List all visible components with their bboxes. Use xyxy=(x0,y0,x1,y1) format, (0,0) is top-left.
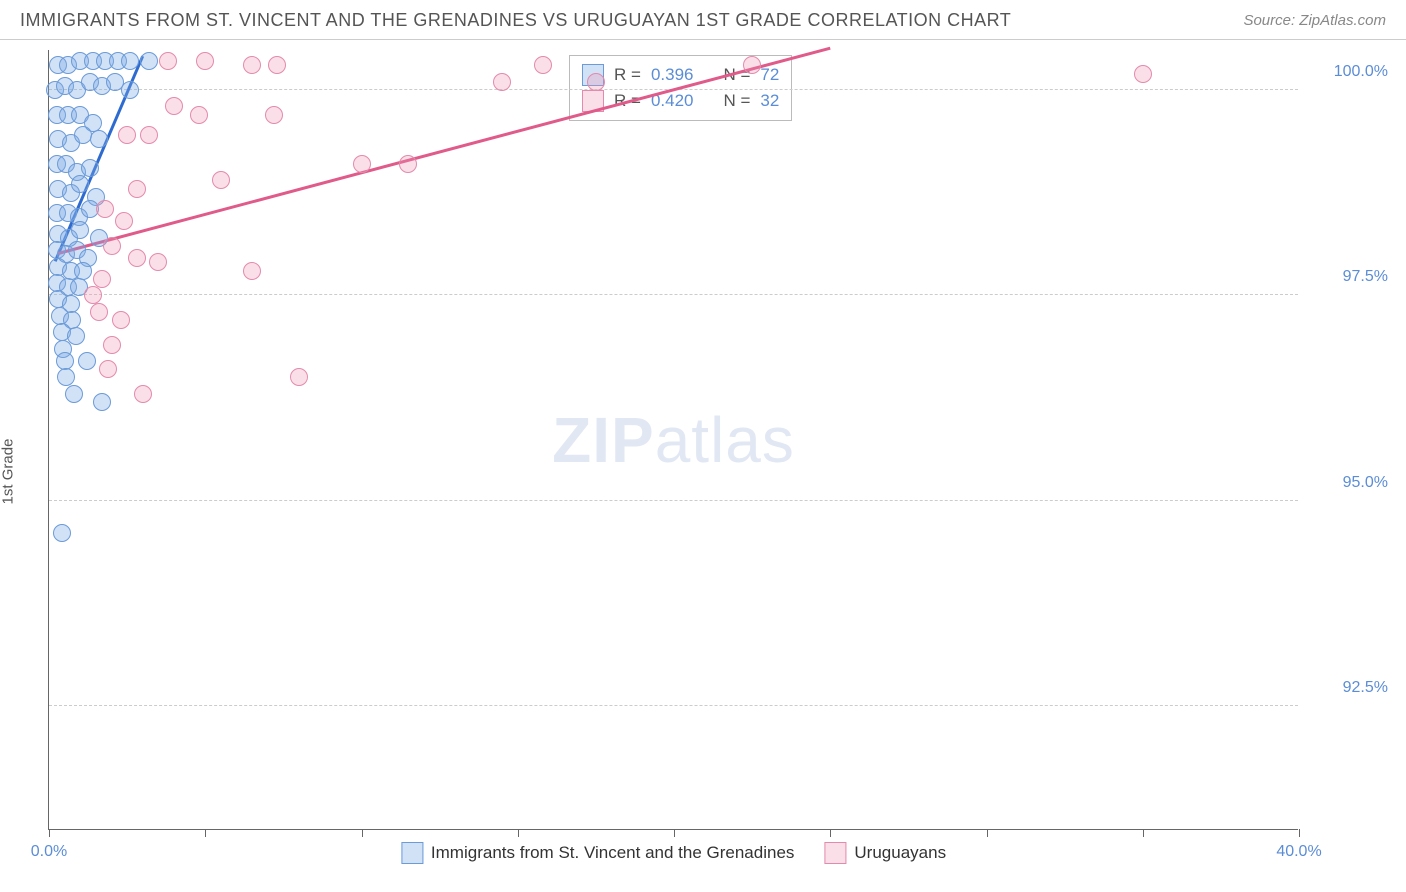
data-point xyxy=(90,303,108,321)
n-label: N = xyxy=(723,91,750,111)
data-point xyxy=(71,175,89,193)
x-tick xyxy=(830,829,831,837)
x-tick-label: 0.0% xyxy=(31,843,67,861)
gridline xyxy=(49,294,1298,295)
y-tick-label: 97.5% xyxy=(1308,268,1388,286)
data-point xyxy=(493,73,511,91)
y-axis-label: 1st Grade xyxy=(0,438,17,504)
data-point xyxy=(534,56,552,74)
data-point xyxy=(53,524,71,542)
x-tick xyxy=(362,829,363,837)
data-point xyxy=(243,56,261,74)
gridline xyxy=(49,705,1298,706)
data-point xyxy=(743,56,761,74)
data-point xyxy=(118,126,136,144)
legend-swatch xyxy=(824,842,846,864)
x-tick xyxy=(518,829,519,837)
data-point xyxy=(115,212,133,230)
data-point xyxy=(128,180,146,198)
gridline xyxy=(49,500,1298,501)
data-point xyxy=(121,52,139,70)
data-point xyxy=(243,262,261,280)
data-point xyxy=(112,311,130,329)
data-point xyxy=(196,52,214,70)
data-point xyxy=(1134,65,1152,83)
data-point xyxy=(159,52,177,70)
data-point xyxy=(134,385,152,403)
data-point xyxy=(140,52,158,70)
data-point xyxy=(96,200,114,218)
watermark: ZIPatlas xyxy=(552,403,795,477)
data-point xyxy=(103,336,121,354)
n-value: 32 xyxy=(760,91,779,111)
data-point xyxy=(190,106,208,124)
data-point xyxy=(57,368,75,386)
legend-swatch xyxy=(401,842,423,864)
legend-label: Uruguayans xyxy=(854,843,946,863)
y-tick-label: 92.5% xyxy=(1308,679,1388,697)
y-tick-label: 100.0% xyxy=(1308,63,1388,81)
legend-item: Uruguayans xyxy=(824,842,946,864)
data-point xyxy=(56,352,74,370)
data-point xyxy=(149,253,167,271)
plot-region: ZIPatlas R =0.396N =72R =0.420N =32 Immi… xyxy=(48,50,1298,830)
data-point xyxy=(93,270,111,288)
data-point xyxy=(74,262,92,280)
x-tick xyxy=(49,829,50,837)
r-label: R = xyxy=(614,65,641,85)
data-point xyxy=(121,81,139,99)
trend-line xyxy=(58,47,831,255)
x-tick xyxy=(205,829,206,837)
r-value: 0.396 xyxy=(651,65,694,85)
data-point xyxy=(81,159,99,177)
data-point xyxy=(84,286,102,304)
data-point xyxy=(71,221,89,239)
chart-title: IMMIGRANTS FROM ST. VINCENT AND THE GREN… xyxy=(20,10,1011,31)
data-point xyxy=(587,73,605,91)
data-point xyxy=(103,237,121,255)
x-tick xyxy=(1299,829,1300,837)
chart-source: Source: ZipAtlas.com xyxy=(1243,12,1386,29)
data-point xyxy=(90,130,108,148)
data-point xyxy=(128,249,146,267)
legend-item: Immigrants from St. Vincent and the Gren… xyxy=(401,842,794,864)
y-tick-label: 95.0% xyxy=(1308,474,1388,492)
n-value: 72 xyxy=(760,65,779,85)
data-point xyxy=(99,360,117,378)
x-tick xyxy=(1143,829,1144,837)
data-point xyxy=(93,393,111,411)
x-tick-label: 40.0% xyxy=(1276,843,1321,861)
data-point xyxy=(212,171,230,189)
data-point xyxy=(165,97,183,115)
data-point xyxy=(265,106,283,124)
data-point xyxy=(399,155,417,173)
chart-header: IMMIGRANTS FROM ST. VINCENT AND THE GREN… xyxy=(0,0,1406,40)
data-point xyxy=(140,126,158,144)
data-point xyxy=(78,352,96,370)
legend-label: Immigrants from St. Vincent and the Gren… xyxy=(431,843,794,863)
data-point xyxy=(268,56,286,74)
series-legend: Immigrants from St. Vincent and the Gren… xyxy=(401,842,946,864)
x-tick xyxy=(987,829,988,837)
data-point xyxy=(290,368,308,386)
chart-area: 1st Grade ZIPatlas R =0.396N =72R =0.420… xyxy=(0,40,1406,885)
x-tick xyxy=(674,829,675,837)
legend-row: R =0.420N =32 xyxy=(582,88,779,114)
data-point xyxy=(353,155,371,173)
data-point xyxy=(65,385,83,403)
